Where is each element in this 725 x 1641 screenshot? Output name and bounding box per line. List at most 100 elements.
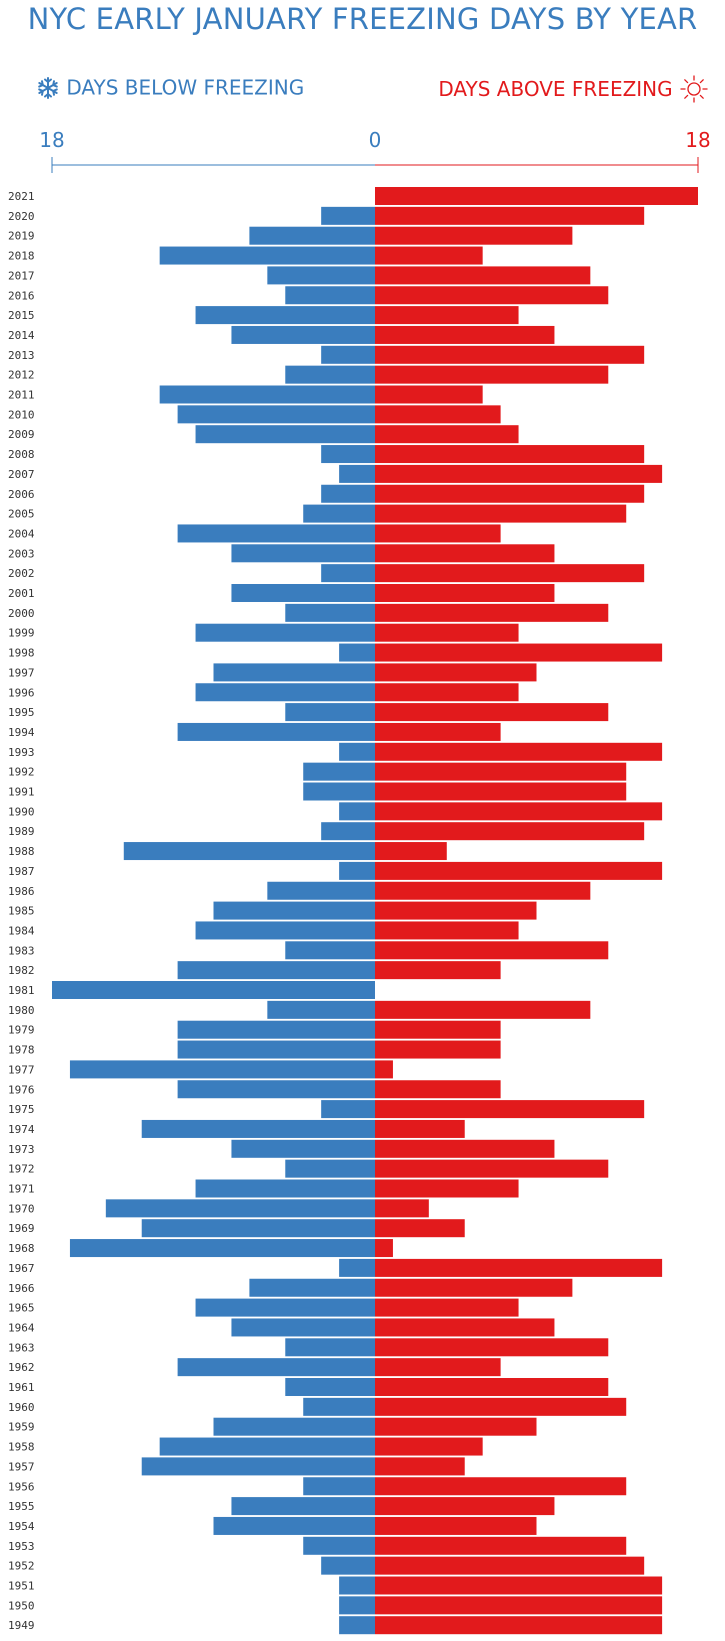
bar-above-freezing [375, 1477, 627, 1496]
y-tick-label: 1968 [8, 1242, 35, 1255]
y-tick-label: 2000 [8, 607, 35, 620]
bar-above-freezing [375, 901, 537, 920]
bar-above-freezing [375, 226, 573, 245]
bar-above-freezing [375, 584, 555, 602]
bar-below-freezing [177, 1020, 375, 1039]
y-tick-label: 1966 [8, 1282, 35, 1295]
y-tick-label: 2001 [8, 587, 35, 600]
bar-above-freezing [375, 266, 591, 285]
bar-below-freezing [231, 325, 375, 344]
y-tick-label: 2018 [8, 250, 35, 263]
bar-below-freezing [141, 1457, 375, 1476]
bar-above-freezing [375, 961, 501, 980]
bar-above-freezing [375, 1556, 645, 1575]
y-tick-label: 1971 [8, 1183, 35, 1196]
y-tick-label: 1986 [8, 885, 35, 898]
bar-below-freezing [303, 762, 375, 781]
y-tick-label: 1990 [8, 805, 35, 818]
bar-below-freezing [213, 663, 375, 682]
bar-above-freezing [375, 345, 645, 364]
bar-below-freezing [339, 643, 375, 662]
bar-above-freezing [375, 246, 483, 265]
bar-above-freezing [375, 822, 645, 841]
bar-below-freezing [321, 564, 375, 583]
bar-above-freezing [375, 762, 627, 781]
legend-below-freezing: DAYS BELOW FREEZING [36, 74, 304, 100]
bar-above-freezing [375, 1060, 393, 1079]
bar-above-freezing [375, 603, 609, 622]
bar-below-freezing [231, 1139, 375, 1158]
bar-above-freezing [375, 306, 519, 325]
bar-above-freezing [375, 1040, 501, 1059]
bar-below-freezing [177, 524, 375, 543]
y-tick-label: 1999 [8, 627, 35, 640]
bar-below-freezing [195, 425, 375, 444]
y-tick-label: 1987 [8, 865, 35, 878]
bar-above-freezing [375, 842, 447, 861]
legend-above-freezing: DAYS ABOVE FREEZING [438, 74, 709, 104]
bar-below-freezing [195, 1179, 375, 1198]
y-tick-label: 1977 [8, 1063, 35, 1076]
y-tick-label: 1972 [8, 1163, 35, 1176]
y-tick-label: 1981 [8, 984, 35, 997]
legend-below-label: DAYS BELOW FREEZING [66, 75, 305, 100]
bar-below-freezing [267, 1000, 375, 1019]
y-tick-label: 2021 [8, 190, 35, 203]
bar-above-freezing [375, 1278, 573, 1297]
bar-above-freezing [375, 524, 501, 543]
bar-below-freezing [339, 464, 375, 483]
y-tick-label: 2007 [8, 468, 35, 481]
bar-below-freezing [285, 1159, 375, 1178]
bar-above-freezing [375, 1139, 555, 1158]
y-tick-label: 2019 [8, 230, 35, 243]
bar-above-freezing [375, 1080, 501, 1099]
y-tick-label: 2017 [8, 269, 35, 282]
y-tick-label: 1950 [8, 1599, 35, 1612]
bar-above-freezing [375, 861, 663, 880]
y-tick-label: 1962 [8, 1361, 35, 1374]
bar-below-freezing [285, 703, 375, 722]
bar-above-freezing [375, 1338, 609, 1357]
bar-below-freezing [231, 1318, 375, 1337]
bar-above-freezing [375, 1239, 393, 1258]
bar-below-freezing [321, 445, 375, 464]
y-tick-label: 1970 [8, 1202, 35, 1215]
y-tick-label: 1976 [8, 1083, 35, 1096]
x-tick-label-left: 18 [39, 128, 64, 152]
y-tick-label: 2002 [8, 567, 35, 580]
y-tick-label: 2008 [8, 448, 35, 461]
bar-above-freezing [375, 802, 663, 821]
bar-below-freezing [177, 722, 375, 741]
y-tick-label: 2011 [8, 389, 35, 402]
bar-below-freezing [195, 1298, 375, 1317]
bar-above-freezing [375, 206, 645, 225]
bar-above-freezing [375, 941, 609, 960]
bar-above-freezing [375, 1457, 465, 1476]
bar-below-freezing [285, 286, 375, 305]
bar-below-freezing [321, 1100, 375, 1119]
bar-below-freezing [303, 1536, 375, 1555]
y-tick-label: 1952 [8, 1560, 35, 1573]
bar-below-freezing [339, 1576, 375, 1595]
y-tick-label: 1973 [8, 1143, 35, 1156]
y-tick-label: 1967 [8, 1262, 35, 1275]
bar-above-freezing [375, 1100, 645, 1119]
y-tick-label: 2015 [8, 309, 35, 322]
y-tick-label: 2016 [8, 289, 35, 302]
bar-below-freezing [303, 504, 375, 523]
y-tick-label: 1965 [8, 1302, 35, 1315]
bar-above-freezing [375, 1596, 663, 1615]
bar-below-freezing [285, 941, 375, 960]
bar-below-freezing [321, 345, 375, 364]
snowflake-icon [38, 76, 58, 99]
bar-below-freezing [69, 1060, 375, 1079]
bar-above-freezing [375, 782, 627, 801]
bar-below-freezing [303, 1397, 375, 1416]
y-tick-label: 2003 [8, 547, 35, 560]
bar-above-freezing [375, 623, 519, 642]
bar-below-freezing [267, 266, 375, 285]
y-tick-label: 1984 [8, 924, 35, 937]
bar-below-freezing [285, 1378, 375, 1396]
y-tick-label: 1998 [8, 647, 35, 660]
